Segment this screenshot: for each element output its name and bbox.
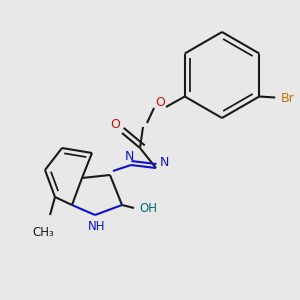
Text: NH: NH	[88, 220, 106, 233]
Text: OH: OH	[139, 202, 157, 214]
Text: CH₃: CH₃	[32, 226, 54, 239]
Text: N: N	[124, 149, 134, 163]
Text: N: N	[159, 157, 169, 169]
Text: Br: Br	[281, 92, 295, 105]
Text: O: O	[110, 118, 120, 131]
Text: O: O	[155, 97, 165, 110]
